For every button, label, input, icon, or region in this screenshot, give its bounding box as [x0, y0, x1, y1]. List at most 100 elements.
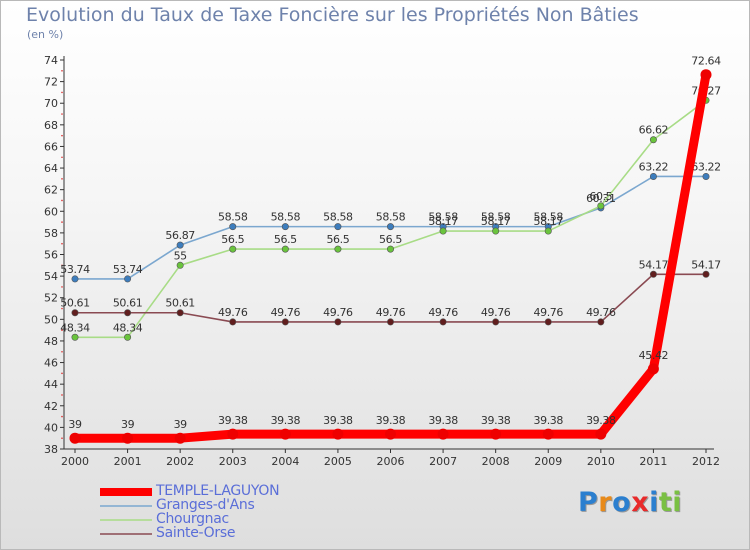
data-point-chourgnac [176, 261, 184, 269]
legend-item-temple-laguyon[interactable]: TEMPLE-LAGUYON [98, 483, 358, 500]
y-minor-tick [61, 286, 63, 288]
data-point-temple-laguyon [332, 428, 344, 440]
y-minor-tick [61, 91, 63, 94]
data-point-temple-laguyon [647, 363, 659, 375]
data-label-granges-d-ans: 58.58 [323, 211, 353, 224]
data-point-sainte-orse [386, 318, 394, 326]
legend-item-granges-d-ans[interactable]: Granges-d'Ans [98, 497, 358, 514]
legend-item-sainte-orse[interactable]: Sainte-Orse [98, 525, 358, 542]
y-minor-tick [61, 264, 63, 267]
x-tick-label: 2012 [692, 455, 720, 468]
data-label-granges-d-ans: 53.74 [113, 263, 143, 276]
y-tick-label: 46 [44, 357, 58, 370]
data-label-sainte-orse: 54.17 [639, 258, 669, 271]
data-label-chourgnac: 56.5 [379, 233, 402, 246]
data-point-temple-laguyon [69, 432, 81, 444]
legend-swatch-temple-laguyon [100, 488, 152, 496]
data-label-chourgnac: 58.17 [534, 215, 564, 228]
y-tick-label: 56 [44, 249, 58, 262]
data-point-chourgnac [281, 245, 289, 253]
legend-label-sainte-orse: Sainte-Orse [156, 525, 236, 541]
data-point-sainte-orse [334, 318, 342, 326]
logo-letter: t [658, 487, 673, 518]
series-line-temple-laguyon [70, 70, 711, 443]
data-label-temple-laguyon: 39.38 [376, 414, 406, 427]
data-point-temple-laguyon [490, 428, 502, 440]
data-point-temple-laguyon [227, 428, 239, 440]
y-tick-label: 60 [44, 205, 58, 218]
legend-label-chourgnac: Chourgnac [156, 511, 229, 527]
data-point-granges-d-ans [229, 223, 237, 231]
data-label-sainte-orse: 49.76 [586, 306, 616, 319]
legend-swatch-chourgnac [100, 519, 152, 521]
data-label-temple-laguyon: 39 [121, 418, 135, 431]
y-tick-label: 42 [44, 400, 58, 413]
data-point-granges-d-ans [281, 223, 289, 231]
data-label-granges-d-ans: 58.58 [271, 211, 301, 224]
data-label-granges-d-ans: 53.74 [60, 263, 90, 276]
x-tick-label: 2010 [587, 455, 615, 468]
y-tick-label: 40 [44, 421, 58, 434]
data-point-chourgnac [229, 245, 237, 253]
y-tick-label: 68 [44, 119, 58, 132]
x-tick-label: 2011 [639, 455, 667, 468]
x-tick-label: 2006 [377, 455, 405, 468]
data-point-granges-d-ans [71, 275, 79, 283]
y-tick-label: 48 [44, 335, 58, 348]
data-label-chourgnac: 56.5 [221, 233, 244, 246]
data-point-chourgnac [71, 333, 79, 341]
data-label-sainte-orse: 50.61 [113, 297, 143, 310]
logo-letter: P [578, 487, 599, 518]
data-label-granges-d-ans: 56.87 [165, 229, 195, 242]
y-minor-tick [61, 221, 63, 223]
logo-letter: r [598, 487, 613, 518]
x-tick-label: 2008 [482, 455, 510, 468]
data-point-granges-d-ans [124, 275, 132, 283]
data-point-sainte-orse [229, 318, 237, 326]
data-point-chourgnac [124, 333, 132, 341]
data-label-chourgnac: 58.17 [481, 215, 511, 228]
y-minor-tick [61, 113, 63, 115]
y-minor-tick [61, 350, 63, 353]
data-label-chourgnac: 48.34 [60, 321, 90, 334]
data-point-sainte-orse [281, 318, 289, 326]
legend-swatch-granges-d-ans [100, 505, 152, 507]
y-tick-label: 66 [44, 140, 58, 153]
y-minor-tick [61, 199, 63, 202]
data-point-temple-laguyon [700, 69, 712, 81]
data-label-chourgnac: 56.5 [326, 233, 349, 246]
data-label-temple-laguyon: 39.38 [481, 414, 511, 427]
data-point-chourgnac [649, 136, 657, 144]
data-point-granges-d-ans [176, 241, 184, 249]
data-label-chourgnac: 56.5 [274, 233, 297, 246]
logo-letter: i [672, 487, 683, 518]
unit-label: (en %) [27, 28, 64, 41]
data-label-temple-laguyon: 72.64 [691, 55, 721, 68]
data-label-chourgnac: 66.62 [639, 124, 669, 137]
data-point-sainte-orse [124, 309, 132, 317]
data-point-sainte-orse [702, 270, 710, 278]
legend-item-chourgnac[interactable]: Chourgnac [98, 511, 358, 528]
data-point-sainte-orse [544, 318, 552, 326]
data-point-sainte-orse [649, 270, 657, 278]
chart-title: Evolution du Taux de Taxe Foncière sur l… [26, 4, 639, 26]
data-point-chourgnac [386, 245, 394, 253]
data-label-sainte-orse: 49.76 [481, 306, 511, 319]
data-label-chourgnac: 60.5 [589, 190, 612, 203]
data-point-sainte-orse [71, 309, 79, 317]
proxiti-logo: Proxiti [578, 487, 682, 518]
logo-letter: i [649, 487, 659, 518]
data-label-sainte-orse: 49.76 [534, 306, 564, 319]
y-minor-tick [61, 394, 63, 396]
y-tick-label: 70 [44, 97, 58, 110]
x-tick-label: 2002 [166, 455, 194, 468]
data-point-granges-d-ans [649, 172, 657, 180]
y-tick-label: 50 [44, 313, 58, 326]
data-point-chourgnac [492, 227, 500, 235]
data-label-chourgnac: 58.17 [428, 215, 458, 228]
data-label-sainte-orse: 50.61 [60, 297, 90, 310]
data-label-granges-d-ans: 58.58 [534, 211, 564, 224]
data-label-sainte-orse: 49.76 [271, 306, 301, 319]
y-minor-tick [61, 372, 63, 375]
